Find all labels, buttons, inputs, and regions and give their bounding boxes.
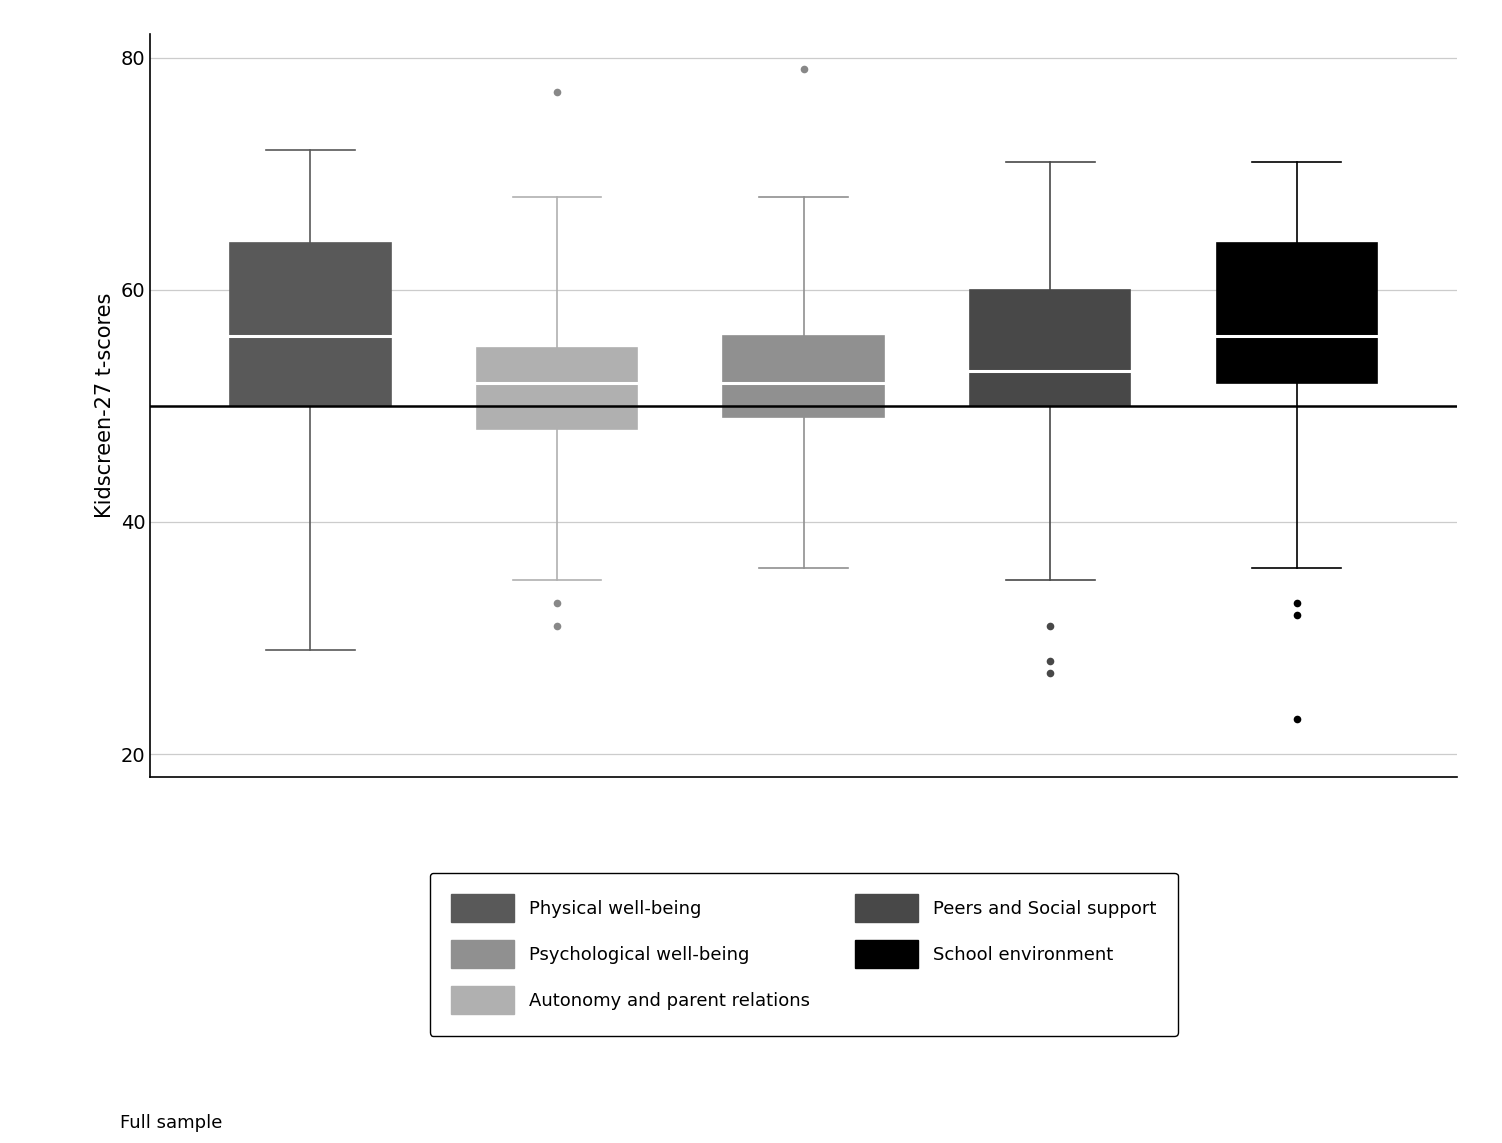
Bar bbox=[230, 243, 391, 406]
Legend: Physical well-being, Psychological well-being, Autonomy and parent relations, Pe: Physical well-being, Psychological well-… bbox=[430, 872, 1178, 1036]
Bar bbox=[970, 289, 1131, 406]
Bar bbox=[724, 336, 883, 417]
Bar bbox=[1217, 243, 1377, 383]
Bar bbox=[478, 347, 637, 429]
Y-axis label: Kidscreen-27 t-scores: Kidscreen-27 t-scores bbox=[95, 293, 116, 519]
Text: Full sample: Full sample bbox=[120, 1113, 222, 1132]
